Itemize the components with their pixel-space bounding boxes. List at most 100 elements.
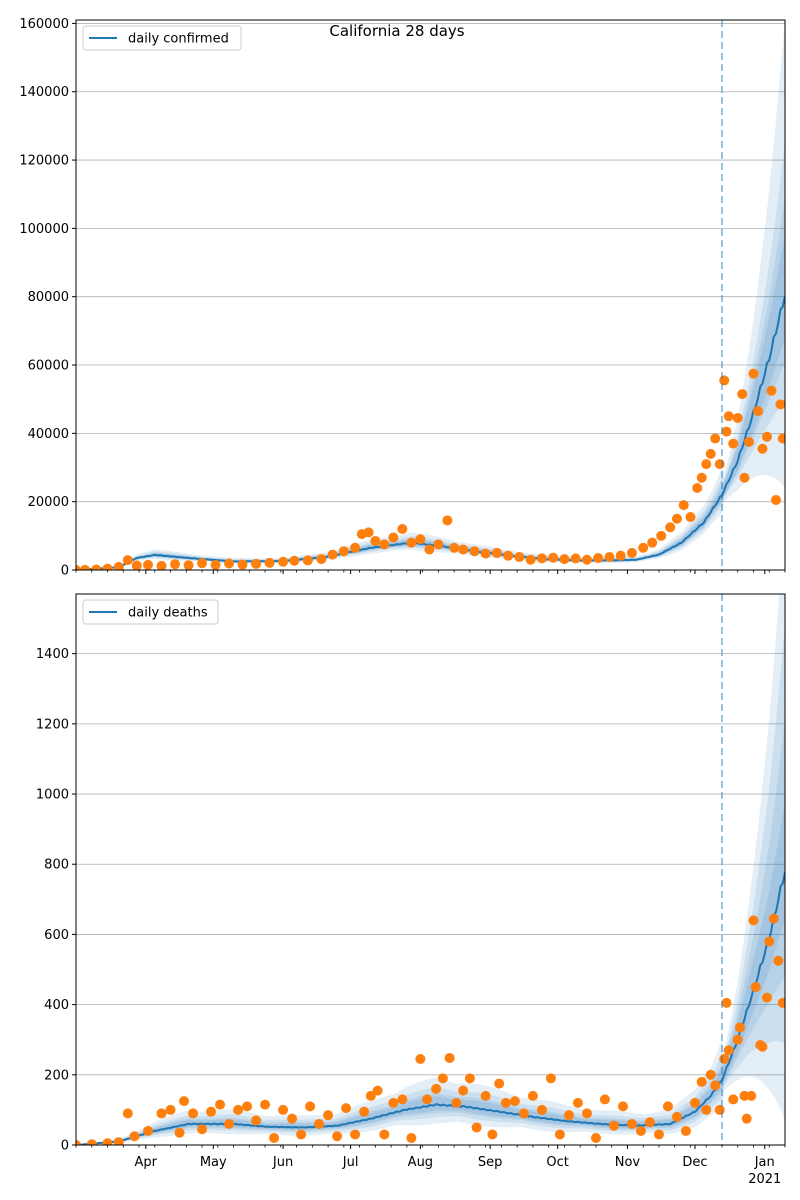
observed-point bbox=[608, 1120, 619, 1131]
observed-point bbox=[503, 550, 514, 561]
observed-point bbox=[626, 1118, 637, 1129]
observed-point bbox=[80, 564, 91, 570]
observed-point bbox=[593, 553, 604, 564]
observed-point bbox=[471, 1122, 482, 1133]
legend-label: daily confirmed bbox=[128, 32, 229, 47]
observed-point bbox=[350, 1129, 361, 1140]
observed-point bbox=[372, 1085, 383, 1096]
observed-point bbox=[615, 550, 626, 561]
observed-point bbox=[617, 1101, 628, 1112]
observed-point bbox=[487, 1129, 498, 1140]
observed-point bbox=[451, 1097, 462, 1108]
observed-point bbox=[748, 915, 759, 926]
observed-point bbox=[323, 1110, 334, 1121]
observed-point bbox=[224, 558, 235, 569]
observed-point bbox=[102, 1138, 113, 1145]
observed-point bbox=[302, 555, 313, 566]
observed-point bbox=[76, 1140, 81, 1145]
x-axis: Apr May Jun Jul Aug Sep Oct Nov Dec Jan 2021 bbox=[135, 1155, 782, 1187]
observed-point bbox=[701, 459, 712, 470]
observed-point bbox=[458, 544, 469, 555]
observed-point bbox=[728, 1094, 739, 1105]
observed-point bbox=[491, 547, 502, 558]
observed-point bbox=[197, 558, 208, 569]
observed-point bbox=[647, 537, 658, 548]
observed-point bbox=[397, 1094, 408, 1105]
observed-point bbox=[260, 1099, 271, 1110]
observed-point bbox=[327, 549, 338, 560]
observed-point bbox=[518, 1108, 529, 1119]
observed-point bbox=[251, 558, 262, 569]
observed-point bbox=[777, 997, 785, 1008]
observed-point bbox=[143, 1125, 154, 1136]
observed-point bbox=[705, 448, 716, 459]
observed-point bbox=[710, 433, 721, 444]
observed-point bbox=[188, 1108, 199, 1119]
observed-point bbox=[563, 1110, 574, 1121]
observed-point bbox=[305, 1101, 316, 1112]
observed-point bbox=[287, 1113, 298, 1124]
observed-point bbox=[775, 399, 785, 410]
axes-frame bbox=[75, 19, 786, 571]
observed-point bbox=[437, 1073, 448, 1084]
observed-point bbox=[554, 1129, 565, 1140]
observed-point bbox=[406, 1132, 417, 1143]
observed-point bbox=[278, 1104, 289, 1115]
observed-point bbox=[527, 1090, 538, 1101]
chart-daily-confirmed: 0 20000 40000 60000 80000 100000 120000 140000 1… bbox=[19, 17, 786, 579]
observed-point bbox=[91, 564, 102, 570]
observed-point bbox=[170, 559, 181, 570]
observed-point bbox=[689, 1097, 700, 1108]
observed-point bbox=[599, 1094, 610, 1105]
observed-point bbox=[748, 368, 759, 379]
observed-point bbox=[129, 1131, 140, 1142]
observed-point bbox=[156, 560, 167, 570]
y-tick-label: 200 bbox=[44, 1068, 69, 1083]
observed-point bbox=[536, 1104, 547, 1115]
observed-point bbox=[370, 535, 381, 546]
observed-point bbox=[741, 1113, 752, 1124]
observed-point bbox=[732, 412, 743, 423]
observed-point bbox=[739, 472, 750, 483]
observed-point bbox=[680, 1125, 691, 1136]
observed-point bbox=[692, 483, 703, 494]
observed-point bbox=[210, 559, 221, 570]
observed-point bbox=[296, 1129, 307, 1140]
observed-point bbox=[316, 554, 327, 565]
uncertainty-band bbox=[76, 20, 785, 570]
y-tick-label: 120000 bbox=[19, 154, 69, 169]
observed-point bbox=[174, 1127, 185, 1138]
observed-point bbox=[662, 1101, 673, 1112]
observed-point bbox=[233, 1104, 244, 1115]
y-tick-label: 800 bbox=[44, 858, 69, 873]
observed-point bbox=[671, 1111, 682, 1122]
observed-point bbox=[626, 547, 637, 558]
observed-point bbox=[359, 1106, 370, 1117]
observed-point bbox=[464, 1073, 475, 1084]
observed-point bbox=[480, 548, 491, 559]
observed-point bbox=[719, 375, 730, 386]
observed-point bbox=[341, 1103, 352, 1114]
observed-point bbox=[723, 1045, 734, 1056]
observed-point bbox=[768, 913, 779, 924]
observed-point bbox=[113, 1137, 124, 1145]
observed-point bbox=[278, 556, 289, 567]
legend: daily deaths bbox=[82, 599, 219, 625]
observed-point bbox=[433, 539, 444, 550]
y-tick-label: 1200 bbox=[36, 717, 69, 732]
observed-point bbox=[644, 1117, 655, 1128]
observed-point bbox=[431, 1083, 442, 1094]
observed-point bbox=[766, 385, 777, 396]
observed-point bbox=[714, 459, 725, 470]
observed-point bbox=[548, 552, 559, 563]
observed-point bbox=[581, 1108, 592, 1119]
x-tick-label: Nov bbox=[615, 1155, 641, 1170]
observed-point bbox=[638, 542, 649, 553]
observed-point bbox=[179, 1096, 190, 1107]
observed-point bbox=[350, 542, 361, 553]
observed-point bbox=[752, 406, 763, 417]
observed-point bbox=[500, 1097, 511, 1108]
x-tick-label: Aug bbox=[408, 1155, 433, 1170]
observed-point bbox=[746, 1090, 757, 1101]
y-tick-label: 160000 bbox=[19, 17, 69, 32]
